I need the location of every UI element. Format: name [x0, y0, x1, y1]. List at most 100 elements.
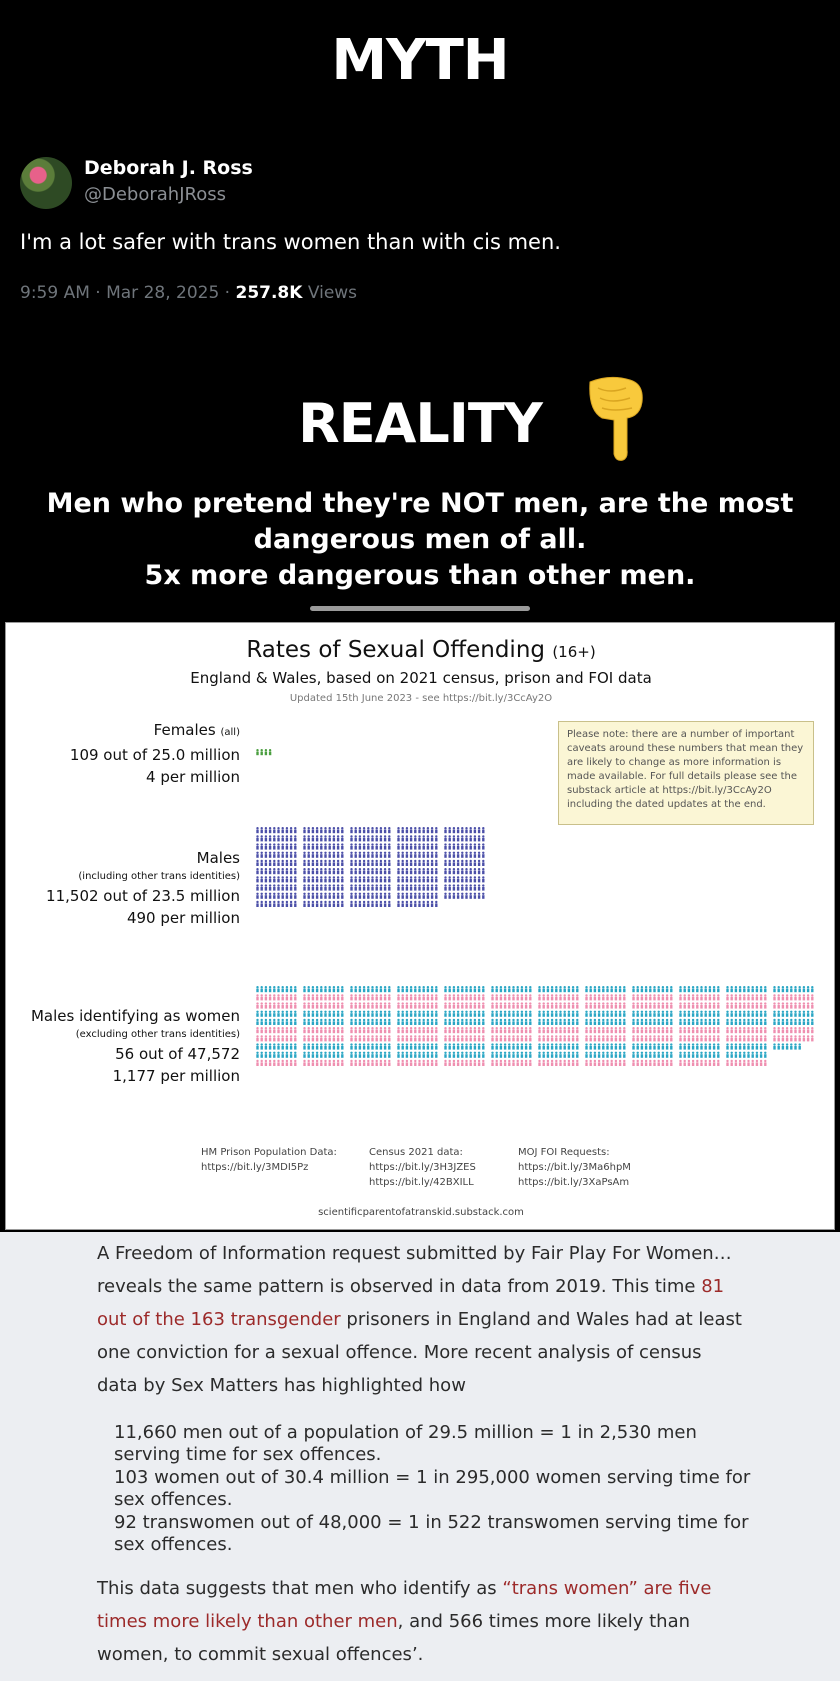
trans-icon	[798, 1002, 801, 1009]
source-link[interactable]: https://bit.ly/42BXILL	[369, 1177, 474, 1188]
male-icon	[435, 892, 438, 899]
male-icon	[430, 884, 434, 891]
male-icon	[268, 876, 272, 883]
trans-icon	[567, 1018, 571, 1025]
chart-subtitle: England & Wales, based on 2021 census, p…	[190, 669, 652, 687]
trans-icon	[555, 1051, 558, 1058]
source-link[interactable]: https://bit.ly/3MDI5Pz	[201, 1162, 309, 1173]
trans-icon	[448, 1043, 451, 1050]
male-icon	[303, 827, 306, 834]
male-icon	[414, 892, 417, 899]
tweet-handle[interactable]: @DeborahJRoss	[84, 184, 226, 205]
trans-icon	[336, 1002, 340, 1009]
avatar[interactable]	[20, 157, 72, 209]
trans-icon	[610, 1010, 613, 1017]
male-icon	[482, 827, 485, 834]
trans-icon	[687, 986, 691, 993]
trans-icon	[508, 994, 511, 1001]
tweet-time[interactable]: 9:59 AM · Mar 28, 2025 ·	[20, 283, 236, 303]
trans-icon	[307, 1051, 310, 1058]
trans-icon	[593, 1059, 597, 1066]
source-link[interactable]: https://bit.ly/3H3JZES	[369, 1162, 476, 1173]
trans-icon	[409, 994, 413, 1001]
male-icon	[264, 884, 268, 891]
trans-icon	[311, 1018, 315, 1025]
trans-icon	[405, 1035, 409, 1042]
trans-icon	[644, 1051, 648, 1058]
male-icon	[350, 827, 353, 834]
male-icon	[405, 843, 409, 850]
male-icon	[456, 876, 460, 883]
source-link[interactable]: https://bit.ly/3XaPsAm	[518, 1177, 630, 1188]
male-icon	[371, 876, 374, 883]
trans-icon	[341, 1018, 344, 1025]
male-icon	[367, 835, 370, 842]
five-times-link[interactable]: “trans women” are five times more likely…	[97, 1578, 712, 1632]
trans-icon	[469, 1010, 472, 1017]
male-icon	[311, 835, 315, 842]
male-icon	[452, 827, 456, 834]
trans-icon	[430, 1043, 434, 1050]
male-icon	[341, 868, 344, 875]
trans-icon	[712, 1010, 716, 1017]
trans-icon	[491, 1043, 494, 1050]
trans-icon	[303, 1027, 306, 1034]
trans-icon	[606, 986, 609, 993]
trans-icon	[649, 1059, 652, 1066]
trans-icon	[362, 1027, 366, 1034]
trans-icon	[806, 1027, 810, 1034]
trans-icon	[379, 1002, 383, 1009]
trans-icon	[683, 1051, 686, 1058]
reality-heading: REALITY	[298, 392, 543, 455]
trans-icon	[764, 1018, 767, 1025]
trans-icon	[303, 1059, 306, 1066]
trans-icon	[567, 986, 571, 993]
male-icon	[426, 851, 430, 858]
trans-icon	[755, 1059, 759, 1066]
male-icon	[324, 868, 327, 875]
trans-icon	[503, 1059, 507, 1066]
trans-icon	[738, 1027, 742, 1034]
male-icon	[303, 868, 306, 875]
male-icon	[328, 892, 331, 899]
trans-icon	[444, 1059, 447, 1066]
trans-icon	[802, 986, 806, 993]
male-icon	[273, 827, 276, 834]
trans-icon	[315, 1059, 319, 1066]
male-icon	[273, 876, 276, 883]
male-icon	[289, 851, 293, 858]
trans-icon	[538, 994, 541, 1001]
trans-icon	[644, 1043, 648, 1050]
trans-icon	[375, 1027, 378, 1034]
trans-icon	[426, 1018, 430, 1025]
male-icon	[383, 868, 387, 875]
trans-icon	[691, 1035, 695, 1042]
trans-icon	[405, 1059, 409, 1066]
trans-icon	[418, 1027, 421, 1034]
trans-icon	[264, 1027, 268, 1034]
trans-icon	[315, 1043, 319, 1050]
trans-icon	[649, 1051, 652, 1058]
trans-icon	[285, 986, 289, 993]
male-icon	[277, 884, 280, 891]
male-icon	[273, 900, 276, 907]
trans-icon	[764, 1051, 767, 1058]
trans-icon	[738, 1018, 742, 1025]
trans-icon	[332, 986, 336, 993]
trans-icon	[281, 1035, 284, 1042]
trans-icon	[751, 1043, 754, 1050]
trans-icon	[773, 994, 776, 1001]
male-icon	[268, 884, 272, 891]
scroll-indicator[interactable]	[310, 606, 530, 611]
trans-icon	[585, 1027, 588, 1034]
male-icon	[422, 884, 425, 891]
trans-icon	[704, 1035, 707, 1042]
trans-icon	[567, 1027, 571, 1034]
claim-line-3: 5x more dangerous than other men.	[144, 560, 696, 591]
tweet-author[interactable]: Deborah J. Ross	[84, 157, 253, 179]
foi-link[interactable]: 81 out of the 163 transgender	[97, 1276, 725, 1330]
source-link[interactable]: https://bit.ly/3Ma6hpM	[518, 1162, 631, 1173]
source-moj: MOJ FOI Requests: https://bit.ly/3Ma6hpM…	[518, 1145, 631, 1190]
male-icon	[273, 892, 276, 899]
trans-icon	[358, 1018, 362, 1025]
